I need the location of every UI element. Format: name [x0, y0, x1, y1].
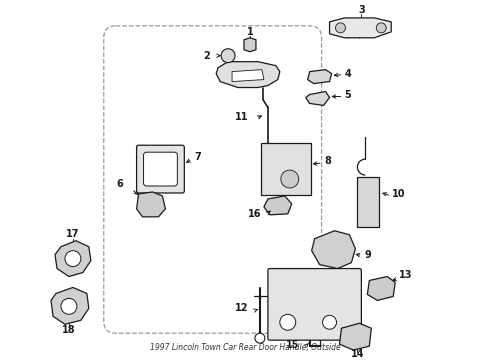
- Text: 6: 6: [116, 179, 122, 189]
- Circle shape: [281, 170, 299, 188]
- Polygon shape: [312, 231, 355, 269]
- Text: 1997 Lincoln Town Car Rear Door Handle, Outside: 1997 Lincoln Town Car Rear Door Handle, …: [149, 343, 341, 352]
- Text: 9: 9: [365, 249, 371, 260]
- Text: 4: 4: [344, 69, 351, 78]
- Text: 12: 12: [235, 303, 248, 313]
- Polygon shape: [55, 241, 91, 276]
- Circle shape: [336, 23, 345, 33]
- Text: 3: 3: [358, 5, 365, 15]
- Circle shape: [65, 251, 81, 266]
- Text: 10: 10: [392, 189, 406, 199]
- Polygon shape: [340, 323, 371, 350]
- Text: 13: 13: [399, 270, 413, 279]
- Text: 18: 18: [62, 325, 76, 335]
- Circle shape: [376, 23, 386, 33]
- Polygon shape: [51, 287, 89, 324]
- Polygon shape: [216, 62, 280, 87]
- Polygon shape: [137, 192, 166, 217]
- Text: 15: 15: [286, 340, 300, 350]
- Text: 17: 17: [66, 229, 80, 239]
- Circle shape: [221, 49, 235, 63]
- Circle shape: [280, 314, 296, 330]
- Text: 5: 5: [344, 90, 351, 100]
- Text: 8: 8: [324, 156, 331, 166]
- FancyBboxPatch shape: [137, 145, 184, 193]
- Polygon shape: [330, 18, 391, 38]
- FancyBboxPatch shape: [268, 269, 362, 340]
- Polygon shape: [264, 196, 292, 215]
- Text: 1: 1: [246, 27, 253, 37]
- Polygon shape: [357, 177, 379, 227]
- Text: 14: 14: [351, 349, 364, 359]
- Circle shape: [61, 298, 77, 314]
- Text: 7: 7: [194, 152, 201, 162]
- Polygon shape: [306, 91, 330, 105]
- Polygon shape: [308, 69, 332, 84]
- Text: 16: 16: [248, 209, 262, 219]
- Text: 2: 2: [203, 51, 210, 61]
- Polygon shape: [368, 276, 395, 300]
- Circle shape: [322, 315, 337, 329]
- Polygon shape: [232, 69, 264, 82]
- Polygon shape: [244, 38, 256, 52]
- Text: 11: 11: [235, 112, 248, 122]
- FancyBboxPatch shape: [261, 143, 311, 195]
- Circle shape: [255, 333, 265, 343]
- FancyBboxPatch shape: [144, 152, 177, 186]
